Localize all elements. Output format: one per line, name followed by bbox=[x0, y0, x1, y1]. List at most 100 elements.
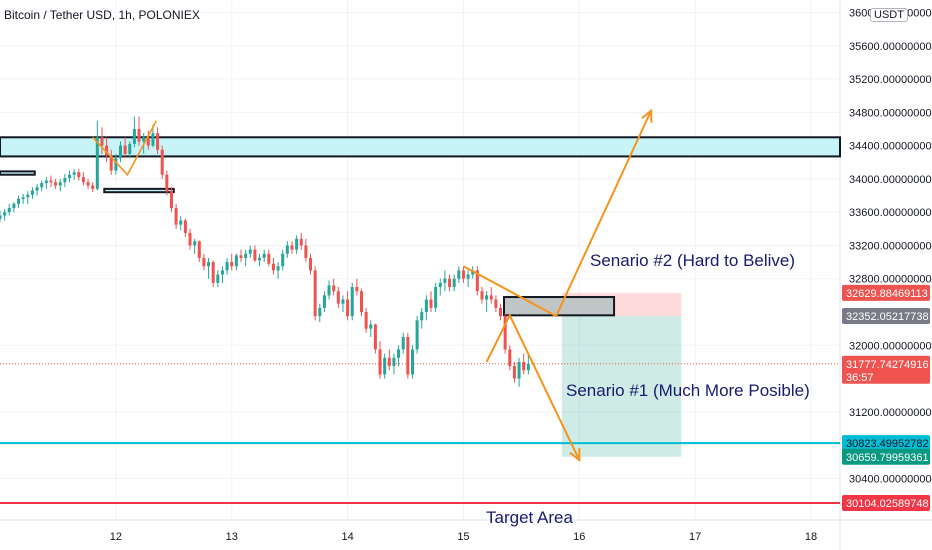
candle bbox=[68, 174, 72, 179]
candle bbox=[309, 257, 313, 271]
scenario-arrow bbox=[485, 313, 581, 461]
candle bbox=[299, 238, 303, 246]
scenario-arrow bbox=[462, 110, 653, 318]
candle bbox=[183, 220, 187, 233]
y-tick-label: 33200.00000000 bbox=[849, 240, 932, 252]
x-tick-label: 17 bbox=[689, 531, 701, 543]
y-tick-label: 35200.00000000 bbox=[849, 74, 932, 86]
candle bbox=[424, 299, 428, 312]
candle bbox=[355, 287, 359, 292]
candle bbox=[230, 262, 234, 267]
candle bbox=[387, 357, 391, 367]
candle bbox=[169, 191, 173, 208]
candle bbox=[276, 266, 280, 271]
scenario-1-label: Senario #1 (Much More Posible) bbox=[566, 381, 810, 400]
candle bbox=[258, 257, 262, 261]
price-label-box bbox=[842, 448, 930, 465]
candle bbox=[508, 349, 512, 367]
candle bbox=[234, 255, 238, 267]
candle bbox=[499, 307, 503, 317]
candle bbox=[448, 278, 452, 288]
candle bbox=[327, 285, 331, 296]
candle bbox=[207, 262, 211, 267]
price-label: 32629.88469113 bbox=[846, 288, 928, 300]
price-label-box bbox=[842, 284, 930, 301]
candle bbox=[392, 357, 396, 367]
y-tick-label: 31200.00000000 bbox=[849, 407, 932, 419]
candle bbox=[105, 145, 109, 156]
candle bbox=[188, 232, 192, 246]
candle bbox=[49, 180, 53, 183]
candle bbox=[475, 270, 479, 292]
price-label-box bbox=[842, 435, 930, 452]
candle bbox=[494, 299, 498, 308]
candle bbox=[281, 253, 285, 267]
candle bbox=[58, 182, 62, 186]
candle bbox=[526, 363, 530, 371]
candle bbox=[489, 295, 493, 300]
candle bbox=[522, 361, 526, 371]
candle bbox=[118, 145, 123, 159]
candle bbox=[142, 137, 146, 142]
y-tick-label: 35600.00000000 bbox=[849, 41, 932, 53]
candle bbox=[480, 291, 484, 300]
candle bbox=[132, 128, 136, 144]
y-tick-label: 34800.00000000 bbox=[849, 107, 932, 119]
y-tick-label: 32000.00000000 bbox=[849, 340, 932, 352]
candle bbox=[17, 198, 21, 204]
candle bbox=[485, 295, 489, 300]
candle bbox=[383, 357, 387, 375]
candle bbox=[336, 291, 340, 304]
price-label: 30104.02589748 bbox=[846, 498, 929, 510]
candle bbox=[114, 158, 118, 171]
zone-rectangle bbox=[103, 187, 175, 194]
candle bbox=[193, 241, 197, 246]
candle bbox=[415, 320, 419, 350]
candle bbox=[461, 270, 465, 279]
candle bbox=[225, 262, 229, 271]
candle bbox=[160, 149, 164, 175]
candle bbox=[21, 197, 25, 199]
candle bbox=[12, 203, 16, 208]
candle bbox=[3, 212, 7, 216]
candle bbox=[253, 249, 257, 261]
candle bbox=[137, 128, 141, 142]
candle bbox=[406, 336, 410, 375]
candle bbox=[77, 172, 81, 178]
candle bbox=[146, 137, 150, 146]
price-label: 30659.79959361 bbox=[846, 452, 929, 464]
y-tick-label: 33600.00000000 bbox=[849, 207, 932, 219]
currency-badge[interactable]: USDT bbox=[870, 8, 908, 22]
candle bbox=[0, 215, 2, 219]
price-label-box bbox=[842, 307, 930, 324]
candle bbox=[466, 274, 470, 279]
zone-rectangle bbox=[0, 136, 841, 158]
candle bbox=[239, 255, 243, 258]
candle bbox=[369, 324, 373, 329]
candle bbox=[220, 270, 224, 275]
candle bbox=[86, 182, 90, 186]
candle bbox=[443, 278, 447, 283]
candle bbox=[109, 155, 113, 171]
candle bbox=[151, 133, 155, 146]
candle bbox=[397, 349, 401, 358]
candle bbox=[202, 257, 206, 267]
price-label: 32352.05217738 bbox=[846, 311, 929, 323]
candle bbox=[128, 143, 132, 154]
x-tick-label: 16 bbox=[573, 531, 585, 543]
take-profit-area bbox=[561, 316, 682, 457]
candle bbox=[313, 270, 317, 317]
y-tick-label: 34000.00000000 bbox=[849, 174, 932, 186]
candle bbox=[244, 253, 248, 258]
zone-rectangle bbox=[0, 170, 36, 176]
x-tick-label: 13 bbox=[226, 531, 238, 543]
y-tick-label: 34400.00000000 bbox=[849, 141, 932, 153]
y-tick-label: 30400.00000000 bbox=[849, 473, 932, 485]
candle bbox=[197, 241, 201, 258]
candle bbox=[434, 287, 438, 308]
candle bbox=[512, 366, 516, 379]
candle bbox=[267, 253, 271, 264]
x-tick-label: 18 bbox=[805, 531, 817, 543]
x-tick-label: 15 bbox=[457, 531, 469, 543]
